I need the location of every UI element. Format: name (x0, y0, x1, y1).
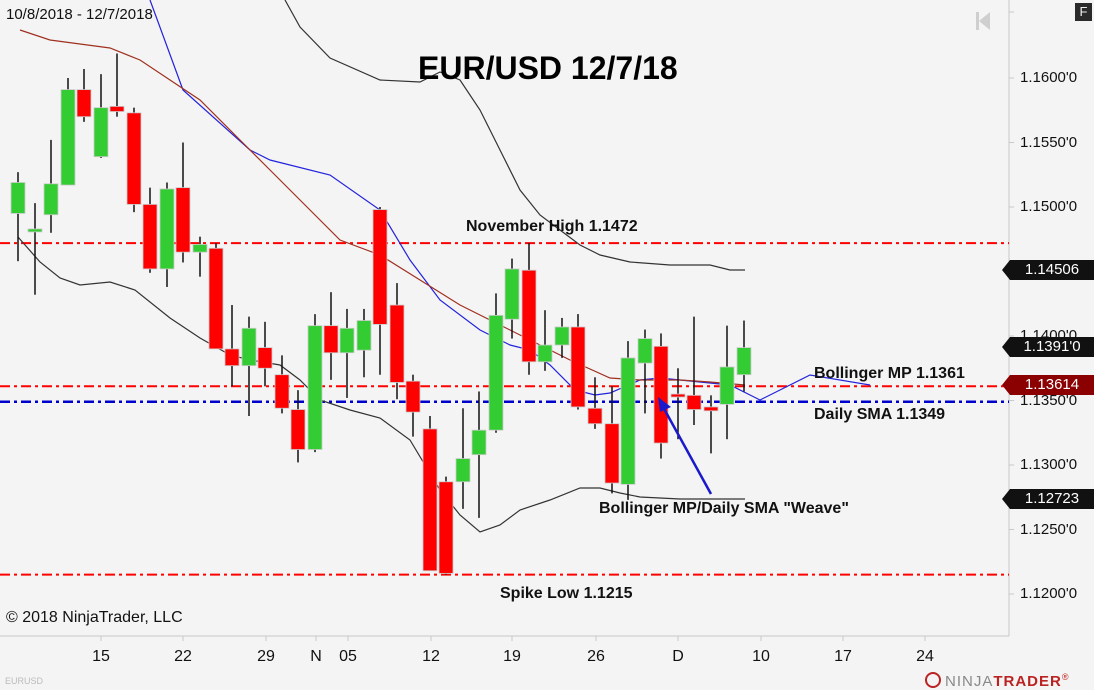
y-tick-label: 1.1500'0 (1020, 198, 1078, 215)
logo-trader: TRADER (993, 673, 1062, 690)
x-tick-label: 10 (752, 648, 770, 665)
weave-arrow (658, 397, 713, 495)
upper-band-price-tag: 1.14506 (1002, 260, 1094, 280)
date-range: 10/8/2018 - 12/7/2018 (6, 6, 153, 23)
logo-registered: ® (1061, 672, 1070, 682)
x-tick-label: 15 (92, 648, 110, 665)
bollinger-mp-price-tag: 1.13614 (1002, 375, 1094, 395)
x-tick-label: 17 (834, 648, 852, 665)
scroll-to-start-icon[interactable] (976, 10, 992, 32)
instrument-symbol: EURUSD (5, 676, 44, 686)
x-tick-label: 12 (422, 648, 440, 665)
x-axis-ticks (100, 636, 926, 641)
chart-title: EUR/USD 12/7/18 (418, 50, 678, 86)
weave-label: Bollinger MP/Daily SMA "Weave" (599, 500, 849, 517)
y-tick-label: 1.1250'0 (1020, 520, 1078, 538)
spike-low-label: Spike Low 1.1215 (500, 585, 633, 602)
x-tick-label: 19 (503, 648, 521, 665)
y-tick-label: 1.1300'0 (1020, 456, 1078, 473)
copyright: © 2018 NinjaTrader, LLC (6, 609, 183, 626)
daily-sma-label: Daily SMA 1.1349 (814, 406, 946, 423)
last-price-tag: 1.1391'0 (1002, 337, 1094, 357)
ninjatrader-logo: NINJATRADER® (925, 672, 1069, 690)
bollinger-mp-label: Bollinger MP 1.1361 (814, 365, 965, 382)
y-tick-label: 1.1550'0 (1020, 133, 1078, 151)
x-tick-label: 05 (339, 648, 357, 665)
y-tick-label: 1.1600'0 (1020, 69, 1078, 86)
x-tick-label: D (672, 648, 684, 665)
y-axis-ticks (1009, 11, 1014, 595)
x-tick-label: 26 (587, 648, 605, 665)
x-tick-label: 29 (257, 648, 275, 665)
x-tick-label: 22 (174, 648, 192, 665)
f-button[interactable]: F (1075, 3, 1092, 21)
y-tick-label: 1.1350'0 (1020, 391, 1078, 409)
logo-ninja: NINJA (945, 673, 994, 690)
y-tick-label: 1.1200'0 (1020, 585, 1078, 602)
ninjatrader-mark-icon (925, 672, 941, 688)
x-tick-label: 24 (916, 648, 934, 665)
candlesticks (10, 53, 752, 575)
lower-band-price-tag: 1.12723 (1002, 489, 1094, 509)
x-tick-label: N (310, 648, 322, 665)
november-high-label: November High 1.1472 (466, 218, 638, 235)
